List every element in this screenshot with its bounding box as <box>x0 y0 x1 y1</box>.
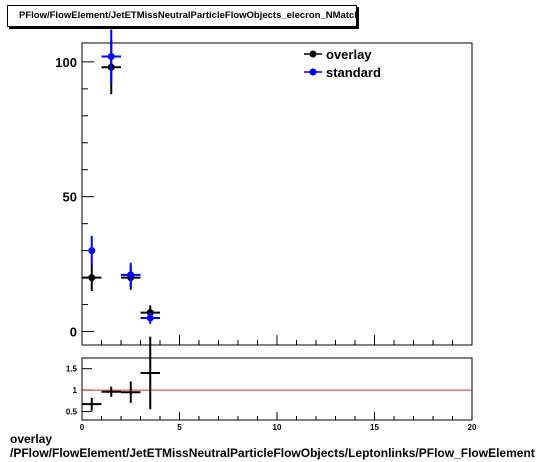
ratio-x-tick-label: 5 <box>177 423 182 432</box>
chart-title: PFlow/FlowElement/JetETMissNeutralPartic… <box>7 5 357 27</box>
legend-overlay-marker <box>309 50 317 58</box>
ratio-axes: 0.5 1 1.5 0 5 10 15 20 <box>66 365 477 432</box>
caption-line-2: /PFlow/FlowElement/JetETMissNeutralParti… <box>10 446 535 460</box>
caption: overlay /PFlow/FlowElement/JetETMissNeut… <box>10 432 535 460</box>
main-axes: 0 50 100 <box>55 55 473 345</box>
legend-overlay-label: overlay <box>326 47 372 62</box>
standard-point <box>127 271 135 279</box>
ratio-y-tick-label: 1 <box>73 386 78 395</box>
ratio-x-tick-label: 15 <box>370 423 379 432</box>
ratio-plot-frame <box>81 357 473 421</box>
legend-standard-label: standard <box>326 65 381 80</box>
ratio-x-tick-label: 10 <box>273 423 282 432</box>
ratio-y-tick-label: 0.5 <box>66 407 78 416</box>
ratio-y-tick-label: 1.5 <box>66 365 78 374</box>
main-plot-frame <box>81 42 473 346</box>
legend-standard-marker <box>309 68 317 76</box>
standard-point <box>146 314 154 322</box>
legend: overlay standard <box>304 47 381 80</box>
y-tick-label: 50 <box>63 190 77 205</box>
overlay-point <box>88 274 96 282</box>
ratio-series-layer <box>82 336 472 411</box>
caption-line-1: overlay <box>10 432 53 446</box>
ratio-x-tick-label: 20 <box>468 423 477 432</box>
standard-point <box>107 52 115 60</box>
standard-point <box>88 247 96 255</box>
main-series-layer <box>82 29 160 324</box>
y-tick-label: 0 <box>70 325 77 340</box>
ratio-x-tick-label: 0 <box>80 423 85 432</box>
y-tick-label: 100 <box>55 55 77 70</box>
